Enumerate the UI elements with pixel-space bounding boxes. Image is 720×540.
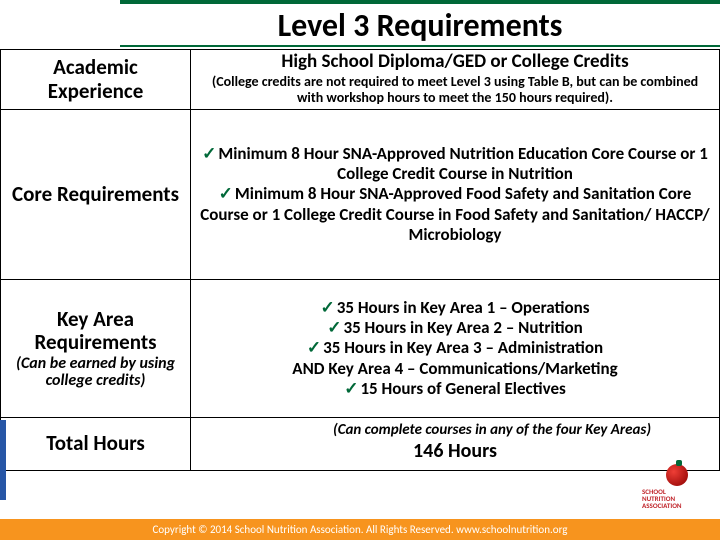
row-academic: Academic Experience High School Diploma/… bbox=[1, 50, 719, 110]
core-list: Minimum 8 Hour SNA-Approved Nutrition Ed… bbox=[199, 144, 711, 244]
key-item-4: AND Key Area 4 – Communications/Marketin… bbox=[199, 359, 711, 379]
accent-bar bbox=[0, 420, 6, 500]
key-item-2-text: 35 Hours in Key Area 2 – Nutrition bbox=[343, 317, 582, 338]
logo-line3: ASSOCIATION bbox=[642, 502, 712, 509]
label-total-text: Total Hours bbox=[46, 432, 145, 455]
content-academic: High School Diploma/GED or College Credi… bbox=[191, 50, 719, 109]
row-key: Key Area Requirements (Can be earned by … bbox=[1, 280, 719, 418]
key-item-5-text: 15 Hours of General Electives bbox=[360, 378, 565, 399]
key-item-3-text: 35 Hours in Key Area 3 – Administration bbox=[323, 337, 603, 358]
total-value: 146 Hours bbox=[199, 439, 711, 463]
title-bar: Level 3 Requirements bbox=[120, 0, 720, 47]
check-icon bbox=[327, 317, 343, 338]
footer: Copyright © 2014 School Nutrition Associ… bbox=[0, 519, 720, 540]
content-key: 35 Hours in Key Area 1 – Operations 35 H… bbox=[191, 280, 719, 417]
core-item-1: Minimum 8 Hour SNA-Approved Nutrition Ed… bbox=[199, 144, 711, 184]
row-core: Core Requirements Minimum 8 Hour SNA-App… bbox=[1, 110, 719, 280]
check-icon bbox=[321, 297, 337, 318]
label-core: Core Requirements bbox=[1, 110, 191, 279]
key-item-5: 15 Hours of General Electives bbox=[199, 379, 711, 399]
page-title: Level 3 Requirements bbox=[120, 6, 720, 45]
total-note: (Can complete courses in any of the four… bbox=[199, 420, 711, 439]
key-item-4-text: AND Key Area 4 – Communications/Marketin… bbox=[292, 358, 617, 379]
content-total: (Can complete courses in any of the four… bbox=[191, 418, 719, 470]
label-key-note: (Can be earned by using college credits) bbox=[7, 356, 184, 390]
academic-sub: (College credits are not required to mee… bbox=[199, 74, 711, 106]
key-item-1-text: 35 Hours in Key Area 1 – Operations bbox=[337, 297, 590, 318]
label-academic-text: Academic Experience bbox=[7, 56, 184, 102]
check-icon bbox=[202, 143, 218, 164]
core-item-1-text: Minimum 8 Hour SNA-Approved Nutrition Ed… bbox=[218, 143, 708, 184]
core-item-2: Minimum 8 Hour SNA-Approved Food Safety … bbox=[199, 184, 711, 244]
apple-icon bbox=[666, 464, 688, 486]
check-icon bbox=[219, 183, 235, 204]
core-item-2-text: Minimum 8 Hour SNA-Approved Food Safety … bbox=[200, 183, 709, 244]
key-item-1: 35 Hours in Key Area 1 – Operations bbox=[199, 298, 711, 318]
label-core-text: Core Requirements bbox=[12, 183, 179, 206]
row-total: Total Hours (Can complete courses in any… bbox=[1, 418, 719, 470]
requirements-table: Academic Experience High School Diploma/… bbox=[0, 49, 720, 471]
content-core: Minimum 8 Hour SNA-Approved Nutrition Ed… bbox=[191, 110, 719, 279]
label-academic: Academic Experience bbox=[1, 50, 191, 109]
key-item-3: 35 Hours in Key Area 3 – Administration bbox=[199, 338, 711, 358]
label-key: Key Area Requirements (Can be earned by … bbox=[1, 280, 191, 417]
key-list: 35 Hours in Key Area 1 – Operations 35 H… bbox=[199, 298, 711, 398]
label-total: Total Hours bbox=[1, 418, 191, 470]
label-key-text: Key Area Requirements bbox=[7, 308, 184, 354]
key-item-2: 35 Hours in Key Area 2 – Nutrition bbox=[199, 318, 711, 338]
check-icon bbox=[307, 337, 323, 358]
check-icon bbox=[344, 378, 360, 399]
academic-heading: High School Diploma/GED or College Credi… bbox=[199, 52, 711, 73]
sna-logo: SCHOOL NUTRITION ASSOCIATION bbox=[642, 464, 712, 514]
